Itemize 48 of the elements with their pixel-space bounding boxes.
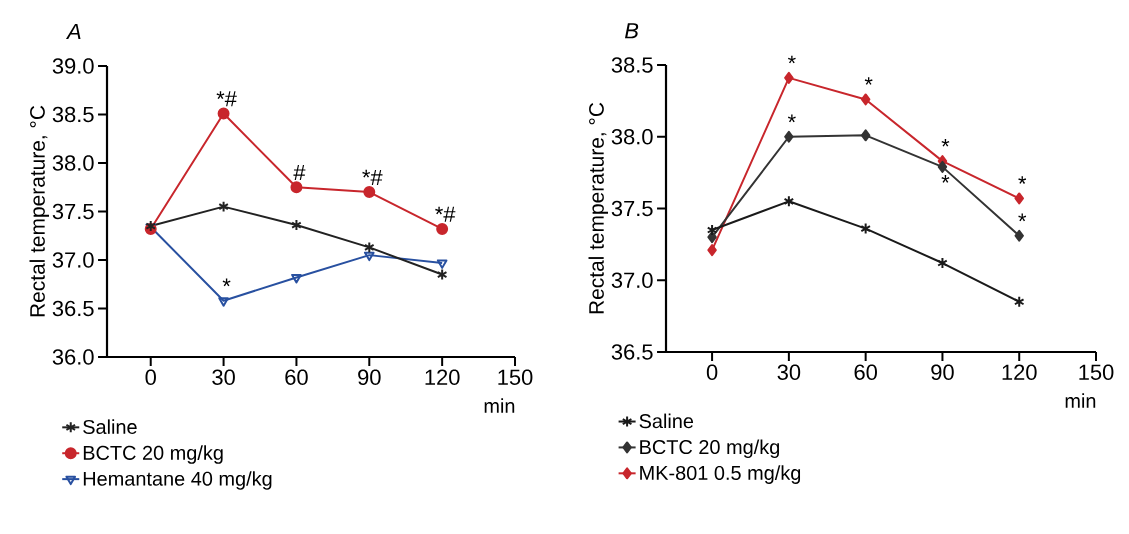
annotation: *#: [362, 169, 383, 185]
y-tick-label: 37.0: [611, 272, 653, 288]
legend-label: Hemantane 40 mg/kg: [83, 471, 272, 490]
legend-label: MK-801 0.5 mg/kg: [640, 465, 801, 484]
annotation: *: [1018, 176, 1027, 184]
x-tick-label: 120: [1002, 364, 1037, 380]
annotation: *: [787, 114, 796, 123]
x-tick-label: 0: [145, 369, 156, 385]
y-tick-label: 39.0: [52, 58, 94, 74]
chart-title: A: [65, 23, 81, 40]
x-tick-label: 60: [285, 369, 308, 385]
x-tick-label: 30: [777, 364, 801, 380]
y-tick-label: 38.0: [52, 155, 94, 171]
x-axis-title: min: [1065, 393, 1096, 408]
y-tick-label: 36.5: [52, 300, 94, 317]
x-tick-label: 90: [358, 369, 381, 385]
y-tick-label: 38.0: [611, 128, 653, 145]
x-tick-label: 90: [931, 364, 954, 380]
annotation: *: [941, 175, 950, 183]
chart-title: B: [624, 23, 639, 39]
annotation: *#: [435, 206, 456, 222]
x-tick-label: 150: [498, 369, 533, 385]
x-tick-label: 0: [706, 364, 718, 380]
annotation: *: [941, 138, 950, 147]
annotation: *: [1018, 213, 1027, 222]
legend-label: BCTC 20 mg/kg: [640, 439, 780, 459]
legend-label: Saline: [83, 419, 137, 434]
annotation: #: [293, 165, 306, 181]
y-tick-label: 36.0: [52, 349, 94, 365]
x-axis-title: min: [484, 398, 515, 413]
annotation: *: [864, 77, 873, 85]
legend-label: BCTC 20 mg/kg: [83, 445, 223, 464]
legend-label: Saline: [639, 413, 694, 429]
annotation: *#: [216, 91, 237, 107]
y-tick-label: 37.5: [611, 200, 653, 217]
y-tick-label: 36.5: [611, 344, 653, 360]
y-tick-label: 38.5: [611, 57, 653, 73]
x-tick-label: 60: [854, 364, 877, 380]
x-tick-label: 120: [425, 369, 460, 385]
x-tick-label: 30: [212, 369, 235, 385]
y-tick-label: 37.5: [52, 203, 94, 220]
annotation: *: [222, 278, 231, 287]
x-tick-label: 150: [1079, 364, 1114, 380]
y-axis-title: Rectal temperature, °C: [588, 102, 609, 314]
annotation: *: [787, 55, 796, 64]
y-tick-label: 37.0: [52, 252, 94, 268]
y-axis-title: Rectal temperature, °C: [29, 105, 50, 317]
y-tick-label: 38.5: [52, 106, 94, 123]
